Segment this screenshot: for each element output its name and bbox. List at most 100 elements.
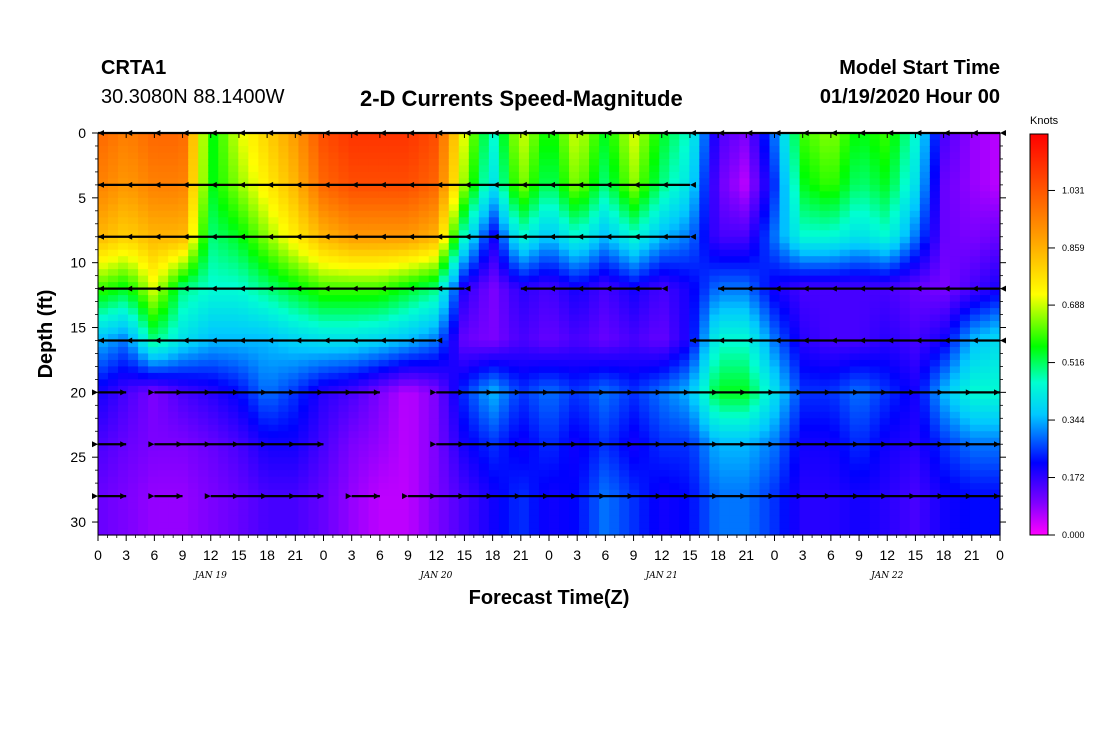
heat-cell <box>599 314 610 322</box>
heat-cell <box>689 392 700 400</box>
heat-cell <box>849 372 861 380</box>
heat-cell <box>198 463 209 471</box>
heat-cell <box>398 476 410 484</box>
heat-cell <box>298 288 310 296</box>
heat-cell <box>879 288 891 296</box>
heat-cell <box>579 282 590 290</box>
heat-cell <box>238 411 249 419</box>
heat-cell <box>679 249 690 257</box>
heat-cell <box>629 236 640 244</box>
heat-cell <box>268 502 279 510</box>
heat-cell <box>639 522 650 530</box>
heat-cell <box>188 398 199 406</box>
heat-cell <box>458 418 470 426</box>
heat-cell <box>258 178 269 186</box>
heat-cell <box>719 528 730 536</box>
heat-cell <box>368 321 380 329</box>
heat-cell <box>478 405 490 413</box>
heat-cell <box>599 392 610 400</box>
heat-cell <box>248 515 259 523</box>
heat-cell <box>759 340 771 348</box>
heat-cell <box>679 418 690 426</box>
heat-cell <box>749 171 761 179</box>
heat-cell <box>478 314 490 322</box>
heat-cell <box>749 496 761 504</box>
heat-cell <box>769 372 781 380</box>
heat-cell <box>729 191 741 199</box>
heat-cell <box>438 158 450 167</box>
heat-cell <box>549 269 560 277</box>
heat-cell <box>679 282 690 290</box>
heat-cell <box>649 256 660 264</box>
heat-cell <box>619 204 630 212</box>
heat-cell <box>388 165 400 173</box>
heat-cell <box>218 230 229 238</box>
heat-cell <box>108 509 119 517</box>
heat-cell <box>198 197 209 205</box>
heat-cell <box>378 269 390 277</box>
heat-cell <box>348 178 360 186</box>
heat-cell <box>108 262 119 270</box>
heat-cell <box>659 191 670 199</box>
heat-cell <box>729 489 741 497</box>
heat-cell <box>338 204 350 212</box>
heat-cell <box>478 178 490 186</box>
heat-cell <box>338 133 350 141</box>
heat-cell <box>258 249 269 257</box>
heat-cell <box>458 489 470 497</box>
heat-cell <box>178 444 189 452</box>
heat-cell <box>238 327 249 335</box>
heat-cell <box>719 301 730 309</box>
heat-cell <box>528 450 540 458</box>
heat-cell <box>559 385 570 393</box>
heat-cell <box>809 275 821 283</box>
heat-cell <box>408 359 420 368</box>
heat-cell <box>138 340 149 348</box>
heat-cell <box>799 133 811 141</box>
heat-cell <box>298 398 310 406</box>
heat-cell <box>789 282 801 290</box>
heat-cell <box>128 158 139 167</box>
heat-cell <box>408 457 420 465</box>
heat-cell <box>569 346 580 355</box>
heat-cell <box>729 275 741 283</box>
heat-cell <box>348 385 360 393</box>
heat-cell <box>288 522 300 530</box>
heat-cell <box>108 457 119 465</box>
heat-cell <box>779 346 791 355</box>
heat-cell <box>328 236 340 244</box>
heat-cell <box>118 197 129 205</box>
heat-cell <box>268 515 279 523</box>
heat-cell <box>739 249 751 257</box>
heat-cell <box>338 275 350 283</box>
heat-cell <box>98 262 109 270</box>
heat-cell <box>649 262 660 270</box>
heat-cell <box>779 366 791 374</box>
heat-cell <box>148 509 159 517</box>
heat-cell <box>338 476 350 484</box>
heat-cell <box>328 379 340 387</box>
heat-cell <box>859 275 871 283</box>
heat-cell <box>549 178 560 186</box>
heat-cell <box>358 301 370 309</box>
heat-cell <box>238 269 249 277</box>
heat-cell <box>198 457 209 465</box>
heat-cell <box>398 509 410 517</box>
heat-cell <box>508 327 520 335</box>
heat-cell <box>639 411 650 419</box>
heat-cell <box>98 515 109 523</box>
heat-cell <box>478 301 490 309</box>
heat-cell <box>438 405 450 413</box>
heat-cell <box>579 152 590 160</box>
heat-cell <box>809 398 821 406</box>
heat-cell <box>338 366 350 374</box>
heat-cell <box>218 437 229 445</box>
heat-cell <box>208 165 219 173</box>
heat-cell <box>749 353 761 361</box>
heat-cell <box>869 217 881 225</box>
heat-cell <box>298 334 310 342</box>
heat-cell <box>699 249 710 257</box>
heat-cell <box>458 334 470 342</box>
heat-cell <box>418 476 430 484</box>
heat-cell <box>188 210 199 218</box>
